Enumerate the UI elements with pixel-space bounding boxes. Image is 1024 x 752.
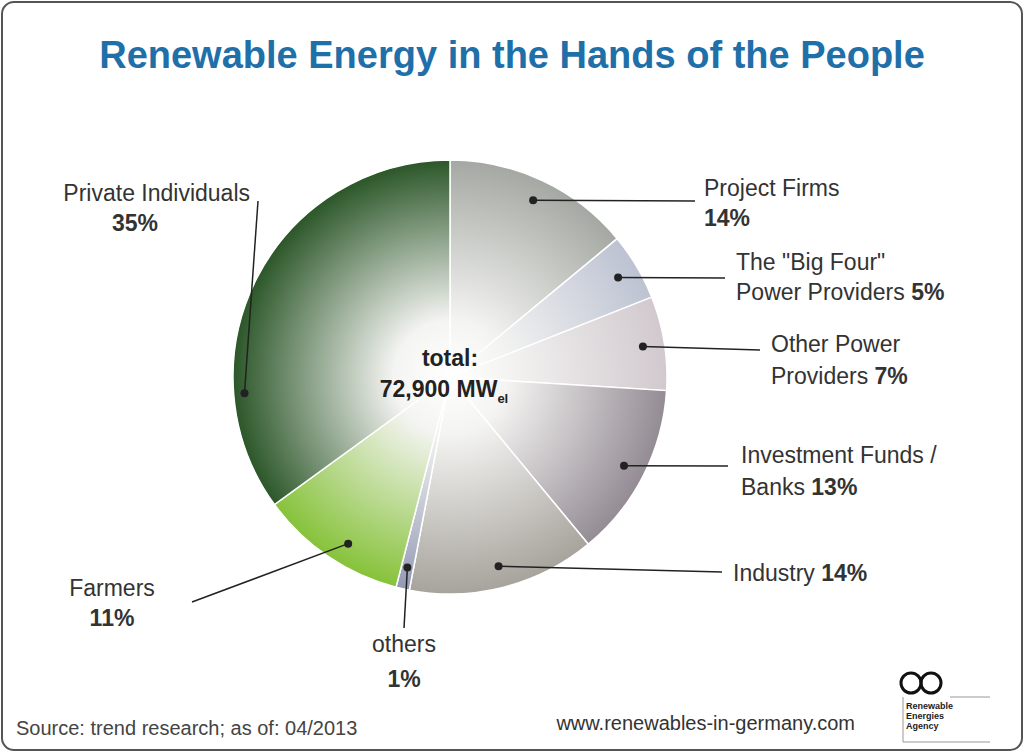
svg-text:Renewable Energy in the Hands: Renewable Energy in the Hands of the Peo…	[99, 34, 925, 76]
svg-text:11%: 11%	[90, 605, 135, 631]
svg-text:1%: 1%	[387, 666, 420, 692]
svg-text:total:: total:	[422, 345, 478, 371]
svg-text:Power Providers 5%: Power Providers 5%	[736, 279, 944, 305]
svg-text:14%: 14%	[704, 205, 750, 231]
svg-text:Investment Funds /: Investment Funds /	[741, 442, 937, 468]
svg-text:35%: 35%	[112, 210, 158, 236]
svg-text:Source: trend research; as of:: Source: trend research; as of: 04/2013	[16, 717, 357, 739]
svg-text:Other Power: Other Power	[771, 331, 900, 357]
svg-text:Private Individuals: Private Individuals	[63, 180, 250, 206]
svg-text:Project Firms: Project Firms	[704, 175, 839, 201]
svg-text:Banks 13%: Banks 13%	[741, 474, 857, 500]
svg-text:Industry 14%: Industry 14%	[733, 560, 867, 586]
svg-text:Farmers: Farmers	[69, 575, 155, 601]
svg-text:Renewable: Renewable	[906, 701, 953, 711]
svg-text:72,900 MWel: 72,900 MWel	[380, 376, 508, 406]
svg-text:Agency: Agency	[906, 721, 939, 731]
svg-text:Energies: Energies	[906, 711, 944, 721]
svg-text:www.renewables-in-germany.com: www.renewables-in-germany.com	[555, 712, 855, 734]
svg-text:The "Big Four": The "Big Four"	[736, 249, 885, 275]
svg-text:others: others	[372, 631, 436, 657]
svg-text:Providers 7%: Providers 7%	[771, 363, 908, 389]
